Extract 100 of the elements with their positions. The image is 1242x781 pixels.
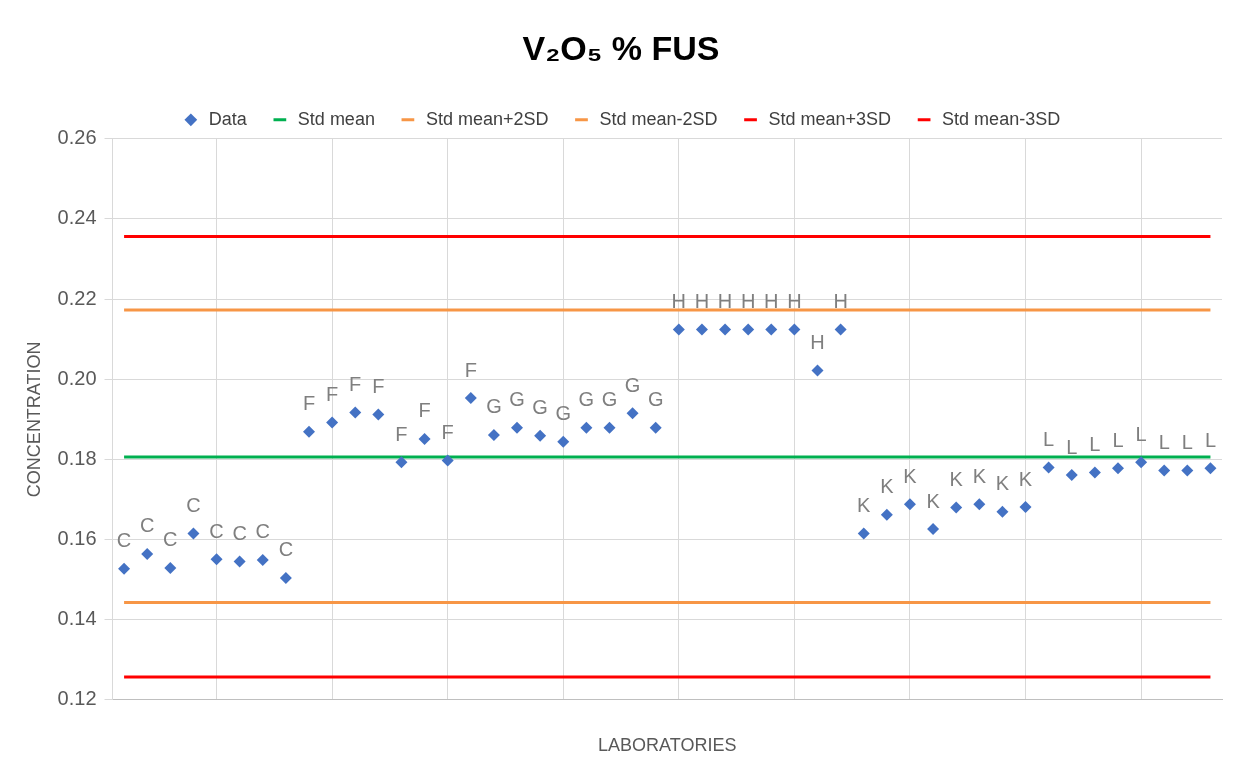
data-label: C xyxy=(232,522,247,545)
point xyxy=(326,416,339,429)
data-label: C xyxy=(139,514,155,537)
point xyxy=(672,323,685,336)
y-tick-label: 0.12 xyxy=(57,687,97,710)
data-label: C xyxy=(116,529,132,552)
y-tick-label: 0.14 xyxy=(57,607,97,630)
data-label: K xyxy=(857,494,872,517)
point xyxy=(811,364,824,377)
data-label: L xyxy=(1089,433,1101,456)
data-label: F xyxy=(418,399,431,422)
data-label: F xyxy=(326,383,339,406)
data-label: G xyxy=(578,388,595,411)
data-label: K xyxy=(949,467,964,490)
point xyxy=(464,392,477,405)
data-label: C xyxy=(163,528,178,551)
x-axis-title: LABORATORIES xyxy=(598,735,737,756)
data-label: F xyxy=(372,375,385,398)
legend-label: Std mean+2SD xyxy=(425,108,549,129)
data-label: L xyxy=(1043,427,1055,450)
point xyxy=(1158,464,1171,477)
point xyxy=(580,421,593,434)
point xyxy=(233,555,246,568)
point xyxy=(395,456,408,469)
data-label: G xyxy=(486,395,502,418)
data-label: H xyxy=(671,290,687,313)
data-label: G xyxy=(509,388,525,411)
point xyxy=(996,505,1009,518)
point xyxy=(834,323,847,336)
data-label: C xyxy=(278,538,294,561)
legend-label: Std mean-2SD xyxy=(599,108,718,129)
point xyxy=(719,323,732,336)
data-label: L xyxy=(1181,431,1193,454)
point xyxy=(279,571,292,584)
point xyxy=(164,561,177,574)
point xyxy=(649,421,662,434)
data-label: F xyxy=(349,373,362,395)
data-label: L xyxy=(1158,431,1170,454)
point xyxy=(418,432,431,445)
data-label: C xyxy=(209,519,224,542)
point xyxy=(1204,462,1217,475)
point xyxy=(187,527,200,540)
data-label: G xyxy=(601,388,618,411)
legend-label: Std mean+3SD xyxy=(768,108,892,129)
point xyxy=(927,523,940,536)
data-label: G xyxy=(555,402,572,425)
data-label: F xyxy=(464,358,477,381)
data-label: H xyxy=(764,290,779,313)
legend-label: Data xyxy=(208,108,248,129)
y-tick-label: 0.22 xyxy=(57,286,97,309)
point xyxy=(256,553,269,566)
legend-label: Std mean xyxy=(297,108,375,129)
data-label: H xyxy=(740,290,756,313)
y-tick-label: 0.26 xyxy=(57,126,97,149)
y-tick-label: 0.24 xyxy=(57,206,97,229)
point xyxy=(1135,456,1148,469)
point xyxy=(903,498,916,511)
legend-label: Std mean-3SD xyxy=(942,108,1061,129)
point xyxy=(1181,464,1194,477)
data-label: K xyxy=(880,475,895,498)
y-tick-label: 0.20 xyxy=(57,366,97,389)
point xyxy=(511,421,524,434)
data-label: G xyxy=(532,396,548,419)
data-label: H xyxy=(810,330,825,353)
data-label: F xyxy=(395,422,408,445)
point xyxy=(557,435,570,448)
data-label: K xyxy=(1018,467,1033,490)
data-label: F xyxy=(302,392,316,415)
point xyxy=(742,323,755,336)
point xyxy=(950,501,963,514)
data-label: K xyxy=(972,464,987,487)
data-label: G xyxy=(624,373,641,396)
data-label: L xyxy=(1204,428,1217,451)
point xyxy=(626,407,639,420)
point xyxy=(1065,469,1078,481)
data-label: L xyxy=(1066,435,1078,458)
data-label: L xyxy=(1135,422,1147,445)
point xyxy=(695,323,708,336)
point xyxy=(973,498,986,511)
data-label: C xyxy=(255,520,270,543)
data-label: F xyxy=(441,421,454,444)
point xyxy=(1042,461,1055,474)
data-label: C xyxy=(186,494,201,517)
point xyxy=(349,406,362,419)
point xyxy=(441,454,454,467)
y-tick-label: 0.18 xyxy=(57,446,97,469)
point xyxy=(1019,501,1032,514)
point xyxy=(372,408,385,421)
point xyxy=(1088,466,1101,479)
data-label: K xyxy=(995,472,1010,495)
data-label: H xyxy=(787,290,802,313)
point xyxy=(487,428,500,441)
point xyxy=(765,323,778,336)
point xyxy=(1111,462,1124,475)
point xyxy=(788,323,801,336)
point xyxy=(534,429,547,442)
y-axis-title: CONCENTRATION xyxy=(23,341,44,498)
data-label: K xyxy=(926,489,941,512)
chart-title: V₂O₅ % FUS xyxy=(522,28,720,67)
point xyxy=(857,527,870,540)
